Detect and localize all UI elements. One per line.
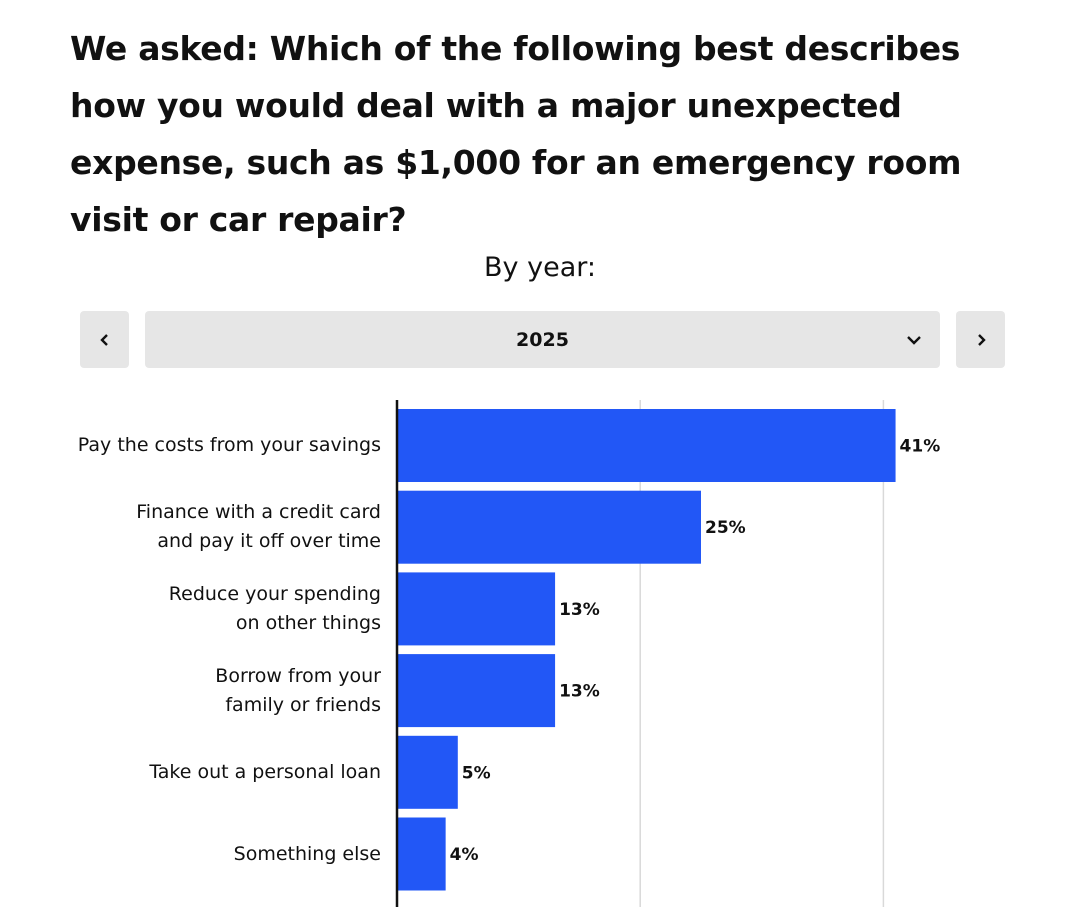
category-label: Finance with a credit card and pay it of… [136,501,381,553]
chevron-left [99,333,108,346]
value-label: 41% [900,437,941,457]
category-label: Reduce your spending on other things [168,582,381,634]
next-button[interactable] [956,311,1005,368]
category-label: Something else [233,842,381,865]
bar [397,817,446,891]
question-title: We asked: Which of the following best de… [70,29,962,239]
category-label: Take out a personal loan [149,760,381,783]
subtitle: By year: [484,252,596,283]
bar [397,654,556,728]
value-label: 4% [450,845,479,865]
value-label: 25% [705,518,746,538]
value-label: 5% [462,763,491,783]
bar [397,490,701,564]
chevron-right [977,333,986,346]
prev-button[interactable] [80,311,129,368]
category-label: Pay the costs from your savings [77,434,381,456]
category-label: Borrow from your family or friends [215,664,381,716]
value-label: 13% [559,682,600,702]
bar [397,409,896,482]
bar [397,572,556,646]
year-dropdown[interactable]: 2025 [145,311,940,368]
selected-year: 2025 [516,328,569,351]
chevron-down [907,336,921,345]
bar [397,735,458,809]
value-label: 13% [559,600,600,620]
